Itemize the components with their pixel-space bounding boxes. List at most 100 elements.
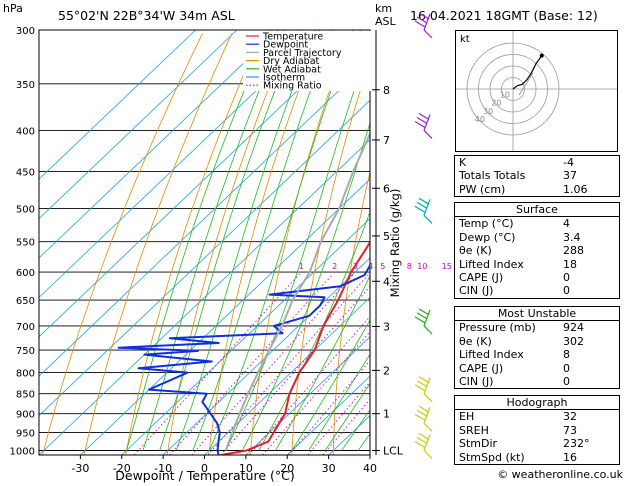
wind-barb: [414, 308, 433, 335]
km-tick-label: 4: [383, 275, 390, 288]
pressure-tick-label: 1000: [10, 446, 35, 457]
table-row: Pressure (mb) 924: [455, 321, 619, 334]
wind-barb: [414, 405, 433, 432]
table-row: CIN (J) 0: [455, 375, 619, 388]
table-row-value: 0: [563, 270, 570, 284]
wet-adiabat-line: [225, 42, 370, 451]
dry-adiabat-line: [291, 58, 370, 455]
table-row-value: 302: [563, 334, 584, 348]
mixing-ratio-label: 2: [332, 262, 337, 271]
datetime-title: 16.04.2021 18GMT (Base: 12): [410, 8, 598, 23]
table-row-value: 0: [563, 374, 570, 388]
table-row: Dewp (°C) 3.4: [455, 231, 619, 244]
x-tick-label: -20: [113, 462, 131, 475]
isotherm-line: [204, 296, 370, 455]
table-row-label: EH: [459, 410, 475, 424]
km-unit-line1: km: [375, 2, 393, 15]
table-row-label: CAPE (J): [459, 361, 504, 375]
table-row: Temp (°C) 4: [455, 217, 619, 230]
wind-barb: [414, 376, 433, 403]
mixing-ratio-label: 4: [368, 262, 373, 271]
table-row-label: θe (K): [459, 334, 492, 348]
legend-label: Isotherm: [263, 73, 305, 84]
mixing-ratio-label: 10: [417, 262, 427, 271]
copyright-text: © weatheronline.co.uk: [497, 468, 623, 481]
wet-adiabat-line: [324, 382, 370, 451]
table-row-value: 924: [563, 321, 584, 335]
x-tick-label: -10: [154, 462, 172, 475]
isotherm-line: [162, 257, 370, 455]
table-row-label: Dewp (°C): [459, 230, 516, 244]
dry-adiabat-line: [125, 33, 262, 455]
x-tick-label: -30: [71, 462, 89, 475]
legend-label: Dry Adiabat: [263, 56, 320, 67]
isotherm-line: [39, 139, 370, 455]
table-row-label: StmDir: [459, 437, 498, 451]
hodograph-endpoint: [539, 53, 544, 58]
mixing-ratio-label: 1: [299, 262, 304, 271]
pressure-tick-label: 900: [16, 410, 35, 421]
dry-adiabat-line: [166, 33, 292, 455]
index-table: K -4 Totals Totals 37 PW (cm) 1.06: [454, 155, 620, 198]
wet-adiabat-line: [159, 30, 300, 451]
table-row-value: 32: [563, 410, 577, 424]
table-row-value: 73: [563, 423, 577, 437]
dry-adiabat-line: [208, 33, 321, 455]
hodograph-table: Hodograph EH 32 SREH 73 StmDir 232° StmSpd (kt…: [454, 395, 620, 465]
wet-adiabat-line: [308, 353, 370, 451]
hpa-unit: hPa: [3, 2, 23, 15]
wet-adiabat-line: [208, 30, 354, 451]
table-row: StmDir 232°: [455, 437, 619, 450]
table-row-label: Lifted Index: [459, 348, 524, 362]
mixing-ratio-line: [288, 359, 370, 455]
table-row: Lifted Index 8: [455, 348, 619, 361]
isotherm-line: [39, 30, 238, 220]
table-row-label: Pressure (mb): [459, 321, 536, 335]
table-row-value: 3.4: [563, 230, 581, 244]
isotherm-line: [121, 218, 370, 455]
location-title: 55°02'N 22B°34'W 34m ASL: [58, 8, 235, 23]
table-row: θe (K) 302: [455, 335, 619, 348]
km-tick-label: 3: [383, 320, 390, 333]
wind-barb: [414, 12, 433, 39]
wind-barb: [414, 197, 433, 224]
table-row-value: 16: [563, 450, 577, 464]
km-unit-line2: ASL: [375, 15, 396, 28]
isotherm-line: [286, 375, 370, 455]
legend-background: [243, 31, 371, 91]
table-row-label: CIN (J): [459, 284, 494, 298]
hodograph-ring-label: 30: [483, 107, 493, 116]
table-row-label: Totals Totals: [459, 169, 526, 183]
table-row-value: 0: [563, 284, 570, 298]
table-row-label: Lifted Index: [459, 257, 524, 271]
pressure-tick-label: 750: [16, 346, 35, 357]
pressure-tick-label: 800: [16, 369, 35, 380]
isotherm-line: [39, 30, 279, 259]
storm-motion-vector: [518, 72, 534, 96]
pressure-tick-label: 950: [16, 429, 35, 440]
wet-adiabat-line: [142, 30, 285, 451]
table-row: EH 32: [455, 410, 619, 423]
mixing-ratio-label: 3: [353, 262, 358, 271]
isotherm-line: [39, 30, 321, 298]
mixing-ratio-line: [133, 273, 300, 455]
y-axis-label-mixing-ratio: Mixing Ratio (g/kg): [388, 189, 402, 298]
most-unstable-table: Most Unstable Pressure (mb) 924 θe (K) 302 L…: [454, 306, 620, 390]
pressure-tick-label: 850: [16, 390, 35, 401]
table-row-value: 288: [563, 244, 584, 258]
pressure-tick-label: 450: [16, 168, 35, 179]
mixing-ratio-line: [248, 315, 370, 455]
mixing-ratio-label: 8: [407, 262, 412, 271]
table-row: CAPE (J) 0: [455, 271, 619, 284]
mixing-ratio-line: [262, 331, 370, 455]
table-row: SREH 73: [455, 424, 619, 437]
dry-adiabat-line: [42, 33, 203, 455]
table-row: StmSpd (kt) 16: [455, 451, 619, 464]
table-row-value: 37: [563, 169, 577, 183]
table-row: CIN (J) 0: [455, 284, 619, 297]
pressure-tick-label: 350: [16, 80, 35, 91]
x-tick-label: 10: [239, 462, 253, 475]
dry-adiabat-line: [332, 170, 370, 455]
